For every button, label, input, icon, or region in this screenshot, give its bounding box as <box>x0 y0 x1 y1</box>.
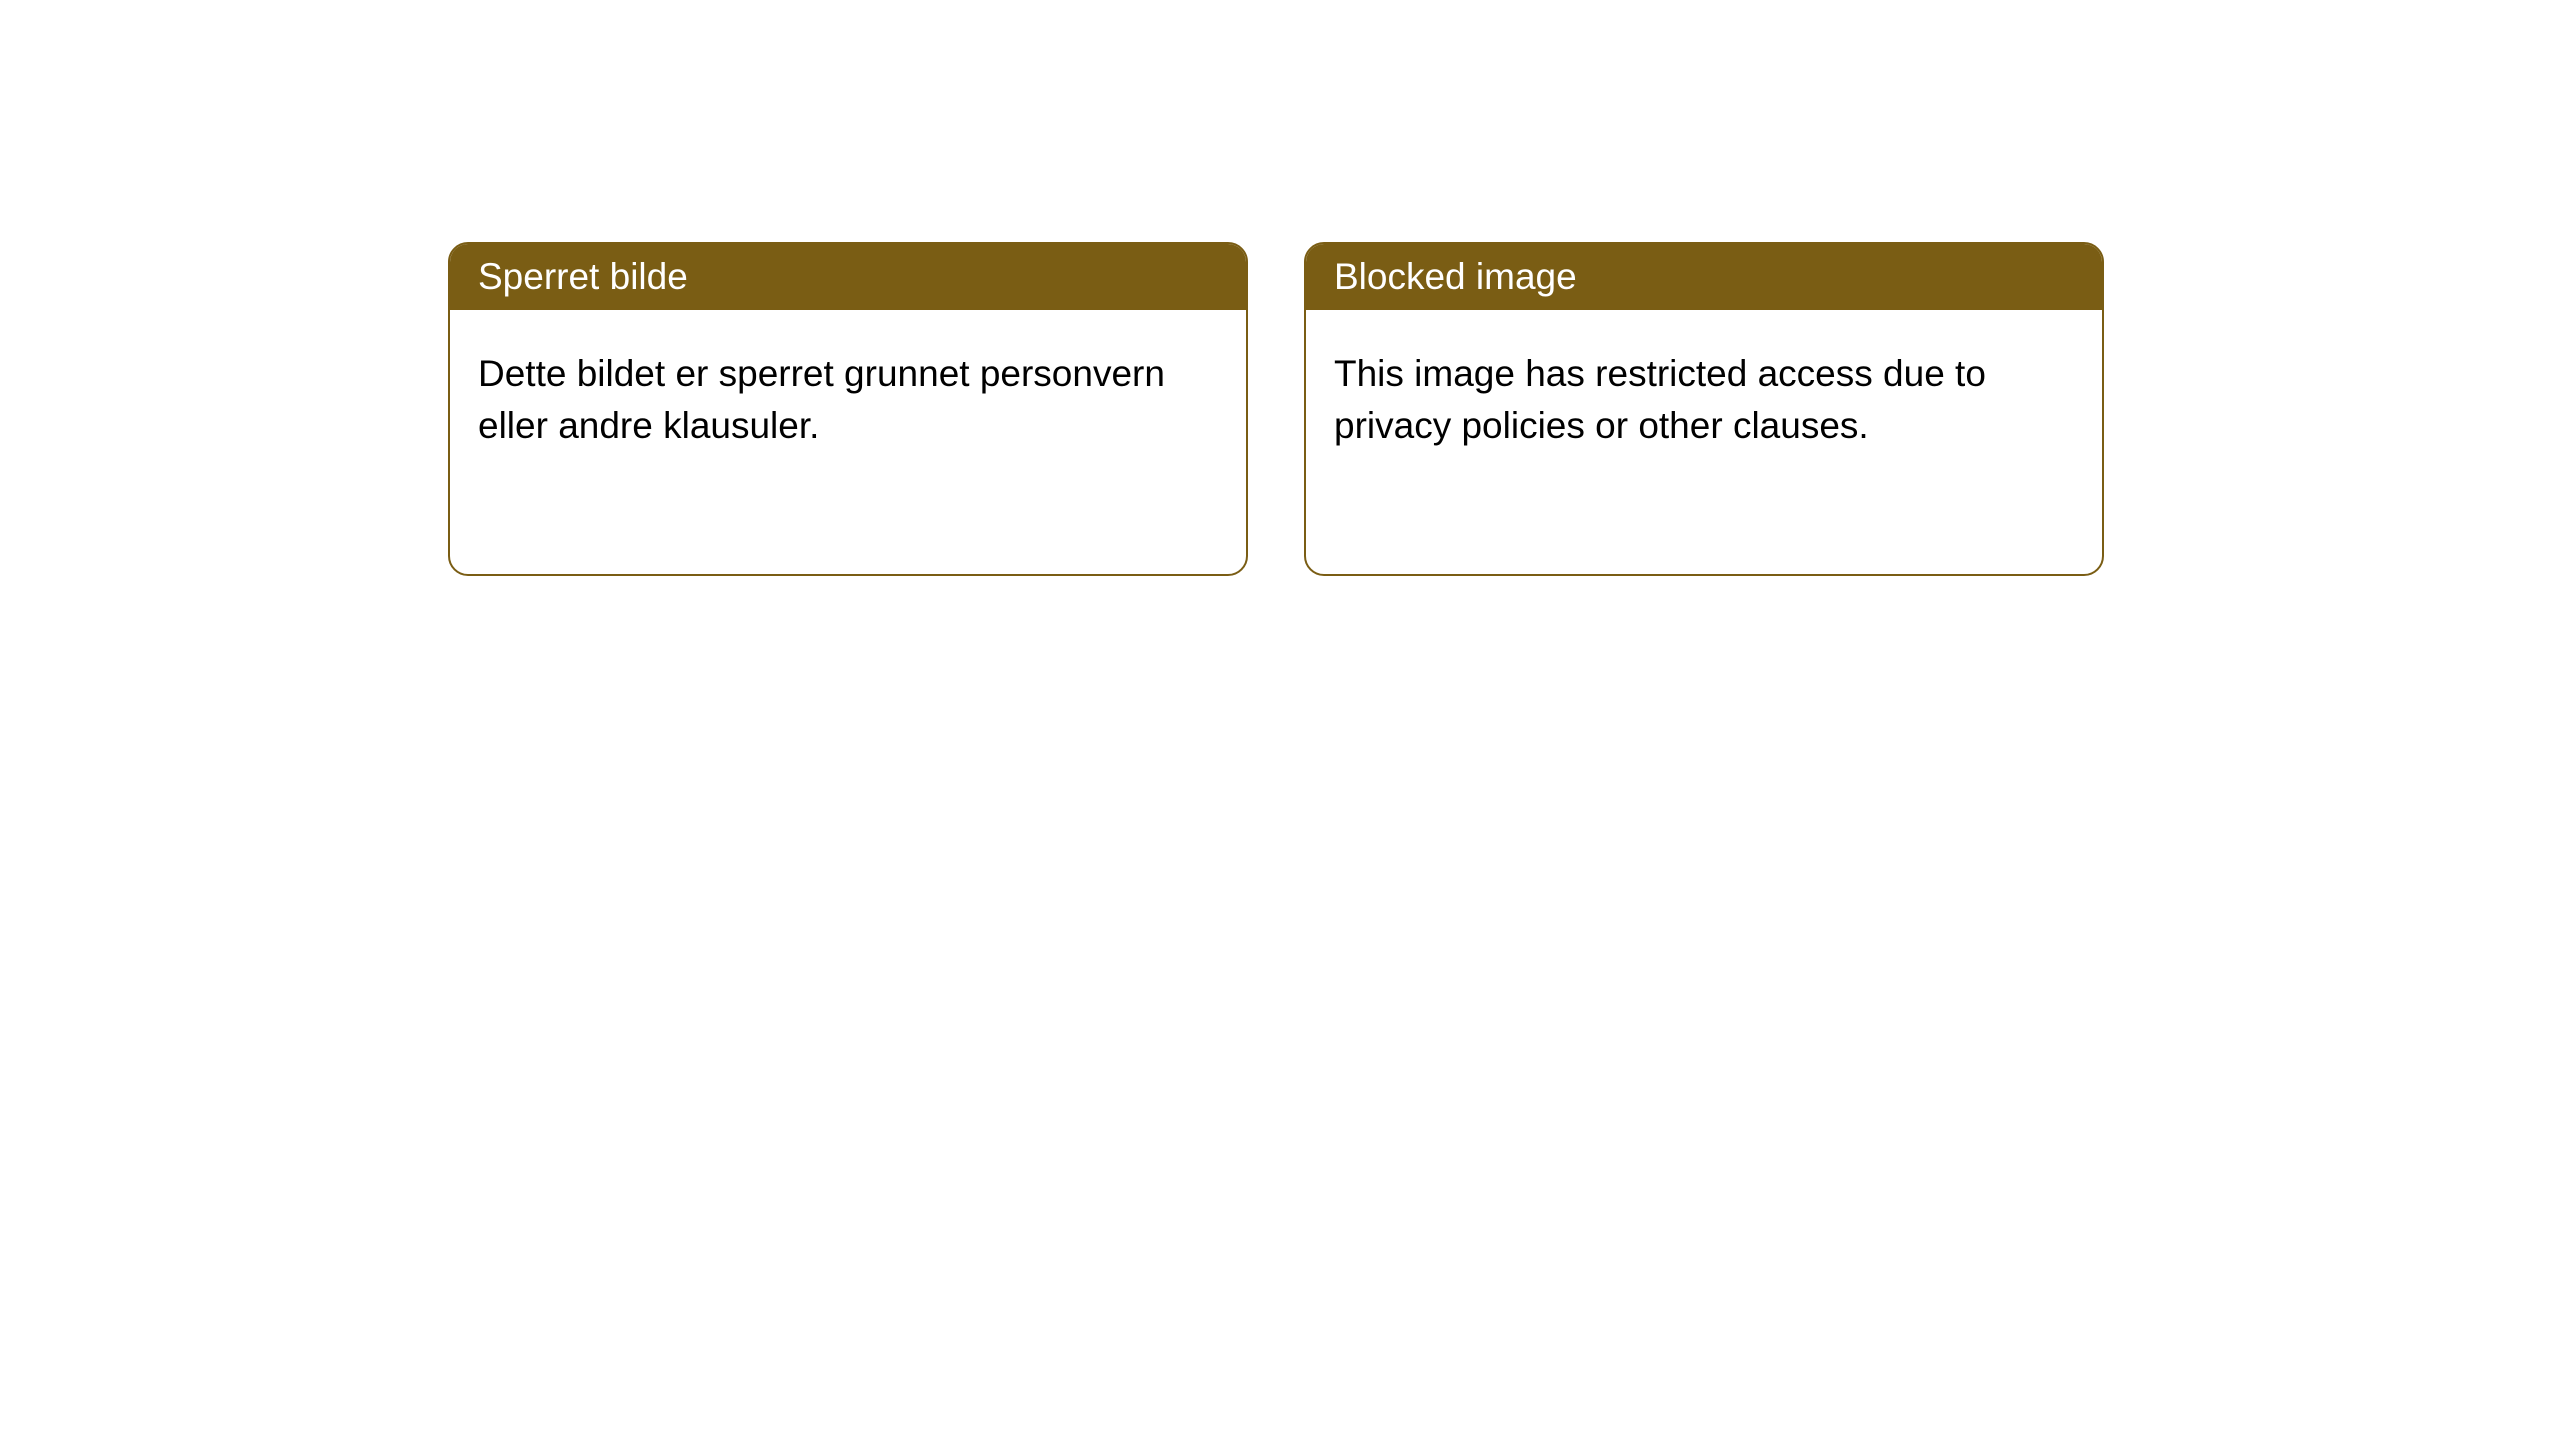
blocked-image-card-no: Sperret bilde Dette bildet er sperret gr… <box>448 242 1248 576</box>
card-message-en: This image has restricted access due to … <box>1334 353 1986 446</box>
card-body-en: This image has restricted access due to … <box>1306 310 2102 490</box>
card-title-en: Blocked image <box>1334 256 1577 297</box>
card-title-no: Sperret bilde <box>478 256 688 297</box>
card-header-no: Sperret bilde <box>450 244 1246 310</box>
cards-container: Sperret bilde Dette bildet er sperret gr… <box>448 242 2104 576</box>
card-message-no: Dette bildet er sperret grunnet personve… <box>478 353 1165 446</box>
blocked-image-card-en: Blocked image This image has restricted … <box>1304 242 2104 576</box>
card-body-no: Dette bildet er sperret grunnet personve… <box>450 310 1246 490</box>
card-header-en: Blocked image <box>1306 244 2102 310</box>
